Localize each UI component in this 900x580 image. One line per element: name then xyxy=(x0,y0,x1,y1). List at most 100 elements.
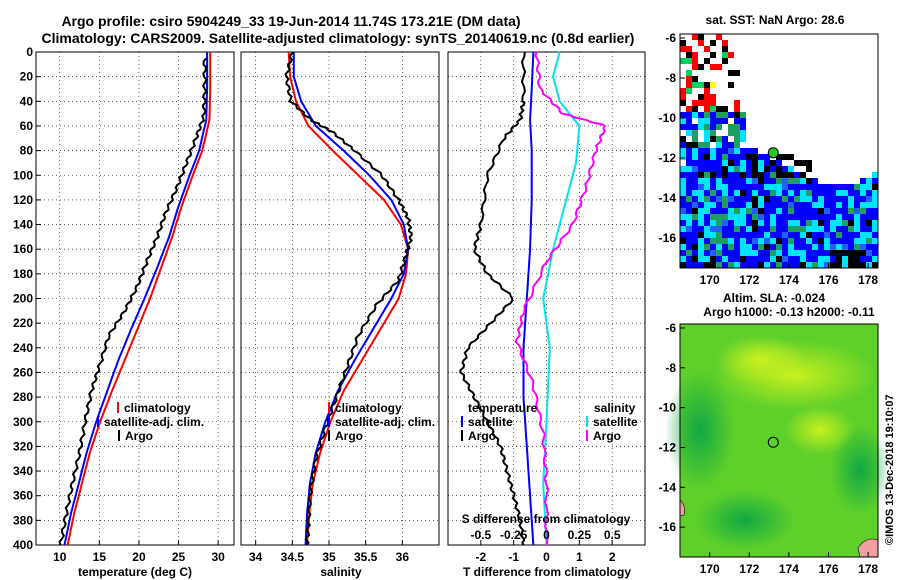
sst-pixel xyxy=(818,220,824,226)
sst-pixel xyxy=(782,172,788,178)
sst-pixel xyxy=(860,226,866,232)
sst-pixel xyxy=(734,100,740,106)
sst-pixel xyxy=(686,214,692,220)
sst-pixel xyxy=(752,148,758,154)
legend-swatch-satellite-s xyxy=(328,416,330,427)
sst-pixel xyxy=(824,232,830,238)
sst-pixel xyxy=(698,226,704,232)
legend-label-s-sat: satellite xyxy=(593,415,638,429)
sst-pixel xyxy=(734,256,740,262)
sst-pixel xyxy=(698,148,704,154)
sst-pixel xyxy=(710,226,716,232)
sst-pixel xyxy=(722,46,728,52)
sst-pixel xyxy=(716,214,722,220)
sst-pixel xyxy=(830,226,836,232)
sst-pixel xyxy=(866,202,872,208)
sst-pixel xyxy=(710,52,716,58)
sst-pixel xyxy=(734,190,740,196)
sst-pixel xyxy=(710,94,716,100)
sst-pixel xyxy=(848,244,854,250)
sst-pixel xyxy=(818,244,824,250)
sst-pixel xyxy=(692,196,698,202)
sst-pixel xyxy=(824,196,830,202)
sst-pixel xyxy=(734,160,740,166)
sst-pixel xyxy=(758,190,764,196)
sst-pixel xyxy=(794,250,800,256)
sst-pixel xyxy=(758,208,764,214)
sst-pixel xyxy=(758,196,764,202)
sst-pixel xyxy=(770,196,776,202)
sst-pixel xyxy=(860,214,866,220)
sst-pixel xyxy=(776,256,782,262)
legend-label-argo-s: Argo xyxy=(335,429,363,443)
sst-pixel xyxy=(824,190,830,196)
sst-pixel xyxy=(764,166,770,172)
sst-pixel xyxy=(842,190,848,196)
sst-pixel xyxy=(752,262,758,268)
sst-pixel xyxy=(680,250,686,256)
sst-pixel xyxy=(710,100,716,106)
sst-pixel xyxy=(830,238,836,244)
sst-pixel xyxy=(722,184,728,190)
sst-pixel xyxy=(800,214,806,220)
sst-pixel xyxy=(752,178,758,184)
sst-pixel xyxy=(794,232,800,238)
series-line-temperature-argo xyxy=(459,51,527,546)
sst-pixel xyxy=(800,190,806,196)
sst-pixel xyxy=(734,232,740,238)
sst-pixel xyxy=(812,178,818,184)
sst-pixel xyxy=(698,160,704,166)
sst-pixel xyxy=(782,154,788,160)
sst-pixel xyxy=(758,202,764,208)
sst-pixel xyxy=(782,262,788,268)
sst-pixel xyxy=(686,202,692,208)
sst-pixel xyxy=(740,238,746,244)
sst-pixel xyxy=(854,190,860,196)
sst-pixel xyxy=(764,250,770,256)
sst-pixel xyxy=(824,226,830,232)
sst-pixel xyxy=(734,124,740,130)
sst-pixel xyxy=(722,136,728,142)
sst-pixel xyxy=(722,232,728,238)
sst-pixel xyxy=(836,184,842,190)
sst-pixel xyxy=(698,190,704,196)
sst-pixel xyxy=(698,154,704,160)
sst-pixel xyxy=(680,58,686,64)
sst-pixel xyxy=(692,130,698,136)
sst-pixel xyxy=(794,220,800,226)
sst-pixel xyxy=(824,250,830,256)
sst-pixel xyxy=(788,166,794,172)
sst-pixel xyxy=(776,178,782,184)
sst-pixel xyxy=(704,142,710,148)
sst-pixel xyxy=(806,184,812,190)
sst-pixel xyxy=(716,250,722,256)
sst-pixel xyxy=(698,112,704,118)
sst-pixel xyxy=(704,88,710,94)
sst-pixel xyxy=(722,202,728,208)
y-tick-label: 300 xyxy=(13,415,33,429)
sst-pixel xyxy=(806,166,812,172)
sst-pixel xyxy=(710,220,716,226)
sst-pixel xyxy=(860,256,866,262)
sst-pixel xyxy=(788,178,794,184)
map-y-tick-label: -16 xyxy=(659,231,677,245)
sst-pixel xyxy=(686,76,692,82)
sst-pixel xyxy=(782,244,788,250)
map-y-tick-label: -8 xyxy=(665,71,676,85)
sst-pixel xyxy=(740,214,746,220)
sst-pixel xyxy=(794,256,800,262)
sst-pixel xyxy=(830,196,836,202)
legend-title-temperature: temperature xyxy=(468,401,538,415)
map-x-tick-label: 178 xyxy=(858,273,878,287)
map-y-tick-label: -6 xyxy=(665,31,676,45)
sst-pixel xyxy=(686,82,692,88)
sst-pixel xyxy=(734,184,740,190)
sst-pixel xyxy=(704,58,710,64)
sst-pixel xyxy=(680,40,686,46)
sst-pixel xyxy=(734,130,740,136)
difference-legend: temperature satellite Argo salinity sate… xyxy=(461,401,638,443)
sst-pixel xyxy=(686,46,692,52)
sst-pixel xyxy=(836,202,842,208)
sst-pixel xyxy=(734,70,740,76)
sst-pixel xyxy=(836,256,842,262)
